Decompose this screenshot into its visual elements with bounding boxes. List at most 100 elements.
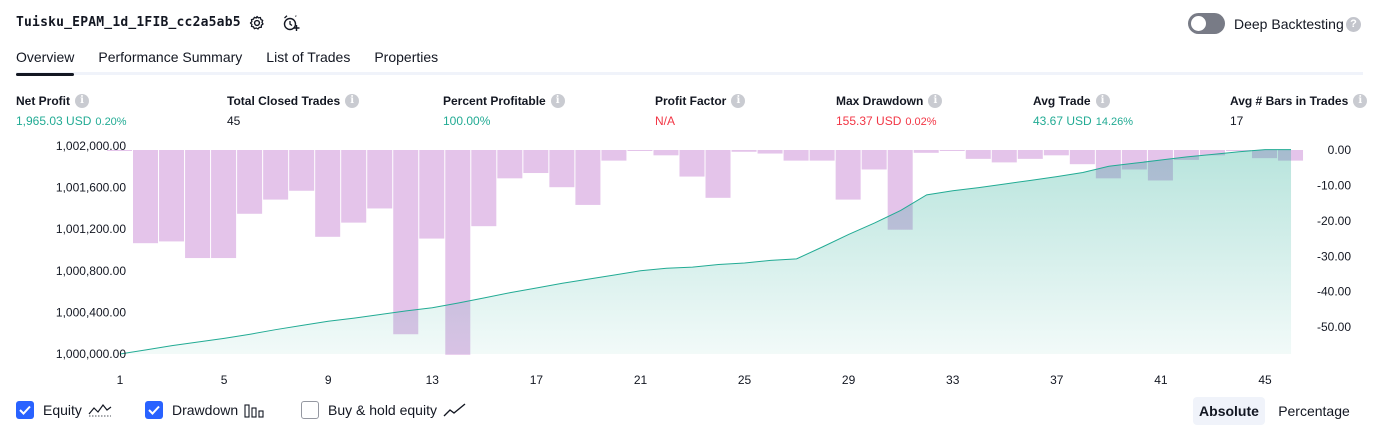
tab-list-of-trades[interactable]: List of Trades [266, 49, 351, 65]
buy-hold-checkbox[interactable] [301, 401, 319, 419]
stat-avg-trade: Avg Trade i 43.67 USD 14.26% [1033, 94, 1133, 128]
stat-percent: 14.26% [1095, 116, 1134, 128]
gear-icon[interactable] [248, 14, 266, 32]
x-axis-tick-label: 33 [946, 373, 960, 387]
stat-value: 155.37 USD [836, 114, 902, 128]
drawdown-bar [1043, 150, 1069, 156]
deep-backtesting-label: Deep Backtesting [1234, 16, 1344, 32]
x-axis-tick-label: 13 [426, 373, 440, 387]
drawdown-bar [809, 150, 835, 161]
drawdown-bar [159, 150, 185, 242]
question-icon[interactable]: ? [1346, 17, 1361, 32]
absolute-button[interactable]: Absolute [1193, 397, 1265, 425]
equity-drawdown-chart[interactable]: 1,000,000.00 1,000,400.00 1,000,800.00 1,00… [0, 138, 1379, 394]
equity-line [119, 149, 1292, 355]
right-axis-tick-label: 0.00 [1328, 143, 1352, 157]
right-axis-tick-label: -20.00 [1317, 214, 1351, 228]
legend-equity[interactable]: Equity [16, 401, 112, 419]
drawdown-bar [965, 150, 991, 159]
drawdown-bar [263, 150, 289, 200]
drawdown-bar [757, 150, 783, 154]
stat-percent-profitable: Percent Profitable i 100.00% [443, 94, 565, 128]
drawdown-bar [211, 150, 237, 259]
info-icon[interactable]: i [731, 94, 746, 108]
drawdown-bar [106, 150, 133, 151]
left-axis-tick-label: 1,001,200.00 [56, 222, 126, 236]
drawdown-bar [471, 150, 497, 227]
alarm-add-icon[interactable] [282, 14, 300, 32]
drawdown-bar [913, 150, 939, 153]
drawdown-bar [549, 150, 575, 188]
drawdown-bar [185, 150, 211, 259]
stat-label: Total Closed Trades [227, 94, 341, 108]
legend-label: Buy & hold equity [328, 402, 437, 418]
right-axis-tick-label: -10.00 [1317, 178, 1351, 192]
stat-percent: 0.02% [905, 116, 937, 128]
right-axis-tick-label: -30.00 [1317, 249, 1351, 263]
drawdown-bar [991, 150, 1017, 163]
info-icon[interactable]: i [550, 94, 565, 108]
trend-line-icon [443, 402, 467, 418]
drawdown-bar [835, 150, 861, 200]
tab-performance-summary[interactable]: Performance Summary [98, 49, 243, 65]
x-axis-tick-label: 37 [1050, 373, 1064, 387]
stat-avg-bars: Avg # Bars in Trades i 17 [1230, 94, 1368, 128]
equity-area [120, 149, 1292, 354]
stat-total-closed-trades: Total Closed Trades i 45 [227, 94, 360, 128]
drawdown-bar [939, 150, 965, 151]
drawdown-bar [601, 150, 627, 161]
drawdown-bar [237, 150, 263, 214]
tab-overview[interactable]: Overview [16, 49, 75, 76]
x-axis-tick-label: 21 [634, 373, 648, 387]
deep-backtesting-toggle[interactable] [1188, 13, 1225, 34]
drawdown-bar [627, 150, 653, 151]
x-axis-tick-label: 45 [1258, 373, 1272, 387]
x-axis-tick-label: 17 [530, 373, 544, 387]
stat-label: Avg # Bars in Trades [1230, 94, 1349, 108]
info-icon[interactable]: i [928, 94, 943, 108]
stat-net-profit: Net Profit i 1,965.03 USD 0.20% [16, 94, 127, 128]
stat-max-drawdown: Max Drawdown i 155.37 USD 0.02% [836, 94, 943, 128]
drawdown-checkbox[interactable] [145, 401, 163, 419]
stat-label: Max Drawdown [836, 94, 924, 108]
left-axis-tick-label: 1,002,000.00 [56, 139, 126, 153]
stat-value: 45 [227, 114, 241, 128]
stat-value: 1,965.03 USD [16, 114, 92, 128]
info-icon[interactable]: i [345, 94, 360, 108]
tabs-divider [16, 72, 1363, 75]
drawdown-bar [315, 150, 341, 237]
percentage-button[interactable]: Percentage [1278, 403, 1350, 419]
drawdown-bar [523, 150, 549, 174]
drawdown-bar [1173, 150, 1199, 160]
drawdown-bar [1069, 150, 1095, 165]
drawdown-bar [497, 150, 523, 179]
legend-drawdown[interactable]: Drawdown [145, 401, 264, 419]
drawdown-bar [861, 150, 887, 170]
legend-label: Drawdown [172, 402, 239, 418]
left-axis-tick-label: 1,000,000.00 [56, 347, 126, 361]
stat-value: 17 [1230, 114, 1244, 128]
equity-checkbox[interactable] [16, 401, 34, 419]
drawdown-bar [1199, 150, 1225, 156]
drawdown-bar [367, 150, 393, 209]
info-icon[interactable]: i [75, 94, 89, 108]
info-icon[interactable]: i [1353, 94, 1368, 108]
drawdown-bar [419, 150, 445, 239]
stat-label: Net Profit [16, 94, 70, 108]
stat-label: Percent Profitable [443, 94, 546, 108]
legend-buy-hold[interactable]: Buy & hold equity [301, 401, 467, 419]
stat-label: Avg Trade [1033, 94, 1091, 108]
stat-value: N/A [655, 114, 676, 128]
bars-icon [244, 402, 264, 418]
stat-label: Profit Factor [655, 94, 727, 108]
strategy-title: Tuisku_EPAM_1d_1FIB_cc2a5ab5 [16, 15, 241, 30]
drawdown-bar [289, 150, 315, 191]
stat-value: 43.67 USD [1033, 114, 1092, 128]
info-icon[interactable]: i [1095, 94, 1110, 108]
tab-properties[interactable]: Properties [374, 49, 439, 65]
drawdown-bar [1225, 150, 1251, 152]
drawdown-bar [133, 150, 159, 244]
x-axis-tick-label: 1 [117, 373, 124, 387]
drawdown-bar [731, 150, 757, 152]
x-axis-tick-label: 9 [325, 373, 332, 387]
